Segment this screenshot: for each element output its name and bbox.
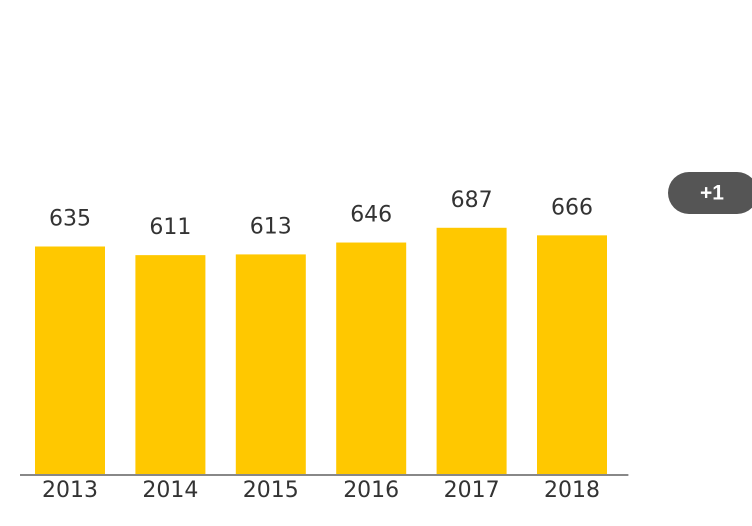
bar [537, 235, 607, 475]
annotation: +1 [700, 182, 724, 205]
bar [336, 242, 407, 475]
bar [436, 227, 507, 475]
value-label: 687 [451, 188, 493, 213]
x-tick-label: 2014 [142, 478, 198, 503]
x-tick-label: 2018 [544, 478, 600, 503]
value-label: 635 [49, 206, 91, 231]
value-label: 613 [250, 214, 292, 239]
value-label: 666 [551, 195, 593, 220]
value-label: 646 [350, 203, 392, 228]
bar [235, 254, 306, 475]
bar [135, 255, 206, 475]
x-tick-label: 2013 [42, 478, 98, 503]
bar [35, 246, 105, 475]
x-tick-label: 2017 [444, 478, 500, 503]
x-tick-label: 2015 [243, 478, 299, 503]
badge [668, 172, 752, 214]
value-label: 611 [149, 215, 191, 240]
x-tick-label: 2016 [343, 478, 399, 503]
